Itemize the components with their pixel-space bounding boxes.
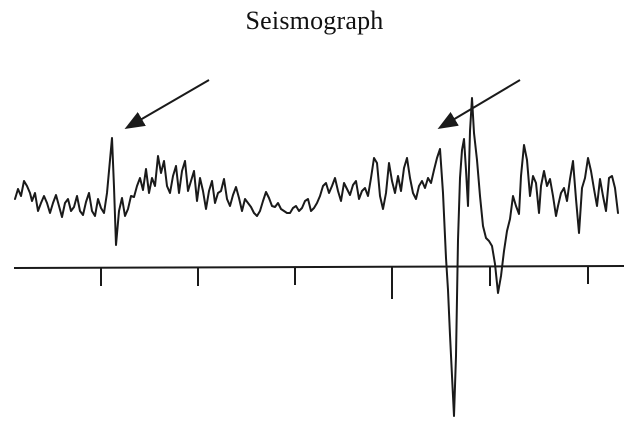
tick-marks: [100, 266, 589, 299]
arrow-to-first-arrival: [124, 79, 210, 130]
figure-title: Seismograph: [245, 6, 384, 35]
baseline-axis: [13, 265, 625, 269]
seismic-trace: [14, 97, 619, 417]
arrow-to-second-arrival: [437, 79, 521, 130]
